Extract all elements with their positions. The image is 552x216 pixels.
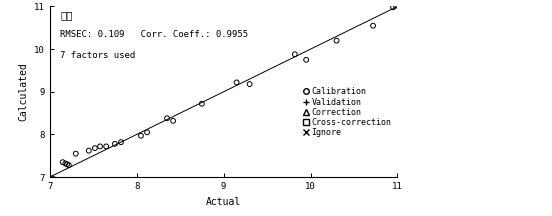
Point xyxy=(136,134,145,137)
Point xyxy=(290,52,299,56)
Point xyxy=(102,145,110,148)
Point xyxy=(389,6,397,9)
Point xyxy=(142,131,151,134)
Point xyxy=(302,58,311,62)
Point xyxy=(59,160,67,164)
Point xyxy=(84,149,93,152)
Point xyxy=(110,142,119,146)
Point xyxy=(95,145,104,148)
Point xyxy=(232,81,241,84)
Point xyxy=(163,116,172,120)
Point xyxy=(369,24,378,27)
Point xyxy=(47,177,56,180)
Y-axis label: Calculated: Calculated xyxy=(19,62,29,121)
Text: 7 factors used: 7 factors used xyxy=(60,51,135,60)
X-axis label: Actual: Actual xyxy=(206,197,241,206)
Point xyxy=(65,164,73,167)
Text: 水分: 水分 xyxy=(60,10,73,20)
Legend: Calibration, Validation, Correction, Cross-correction, Ignore: Calibration, Validation, Correction, Cro… xyxy=(301,86,393,139)
Point xyxy=(198,102,206,105)
Point xyxy=(116,140,125,144)
Point xyxy=(50,178,59,181)
Point xyxy=(71,152,80,155)
Point xyxy=(391,4,400,7)
Text: RMSEC: 0.109   Corr. Coeff.: 0.9955: RMSEC: 0.109 Corr. Coeff.: 0.9955 xyxy=(60,30,248,39)
Point xyxy=(245,82,254,86)
Point xyxy=(332,39,341,42)
Point xyxy=(91,146,99,150)
Point xyxy=(61,162,70,165)
Point xyxy=(62,163,71,166)
Point xyxy=(169,119,178,122)
